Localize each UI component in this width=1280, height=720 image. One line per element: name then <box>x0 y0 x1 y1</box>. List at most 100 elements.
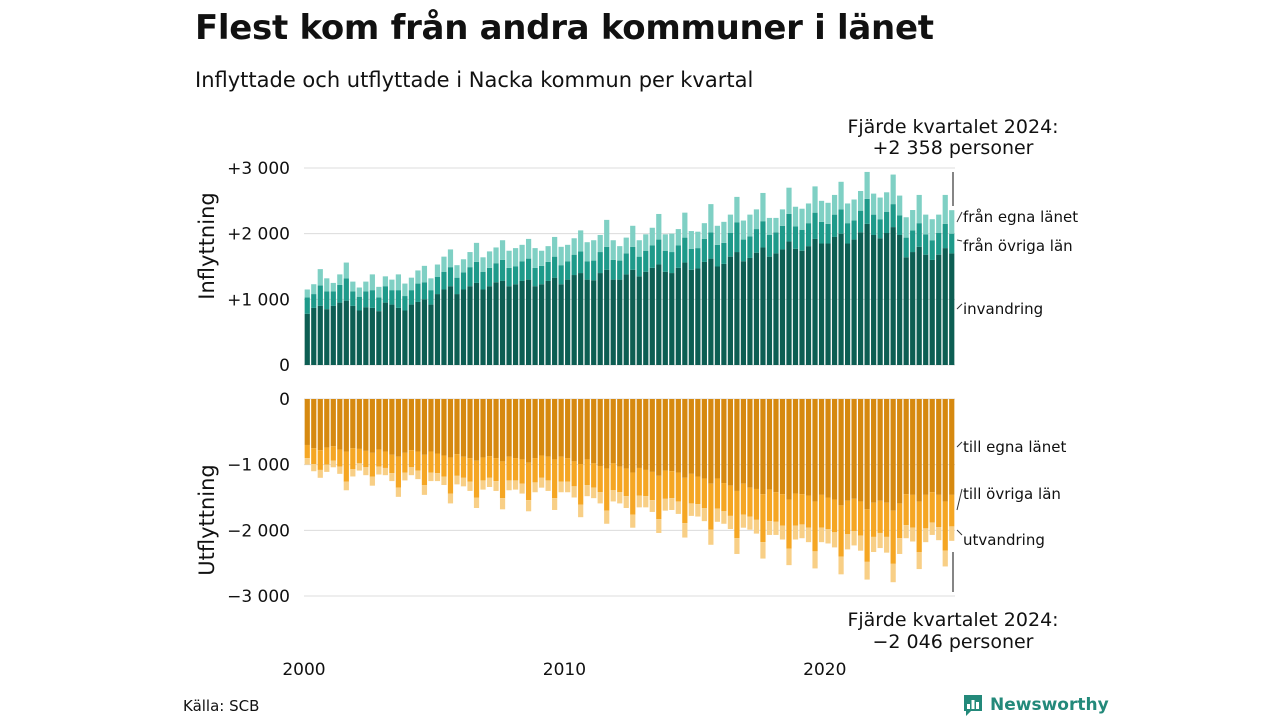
bar-in <box>792 248 799 365</box>
bar-in <box>376 297 382 312</box>
brand-logo[interactable]: Newsworthy <box>962 693 1109 717</box>
bar-out <box>467 481 473 491</box>
series-label: till egna länet <box>963 438 1066 456</box>
bar-out <box>851 498 857 531</box>
bar-in <box>545 261 551 281</box>
bar-in <box>584 261 590 280</box>
bar-out <box>421 454 428 486</box>
bar-in <box>949 253 955 365</box>
bar-out <box>304 444 310 459</box>
bar-in <box>734 252 740 365</box>
bar-out <box>389 399 395 455</box>
bar-out <box>525 500 532 512</box>
bar-in <box>473 282 480 365</box>
bar-out <box>330 399 336 447</box>
bar-out <box>773 399 779 493</box>
bar-in <box>363 281 369 292</box>
bar-out <box>552 399 558 460</box>
bar-out <box>656 519 662 533</box>
y-axis-title: Utflyttning <box>195 464 219 576</box>
bar-in <box>519 280 525 365</box>
bar-out <box>408 467 415 476</box>
bar-in <box>408 304 415 365</box>
bar-out <box>545 399 551 457</box>
bar-in <box>630 269 636 365</box>
bar-out <box>643 469 649 497</box>
bar-out <box>363 399 369 451</box>
bar-out <box>825 497 831 530</box>
bar-in <box>695 248 701 269</box>
bar-in <box>571 275 577 365</box>
bar-in <box>714 225 720 245</box>
bar-out <box>402 472 408 481</box>
bar-out <box>884 399 890 503</box>
bar-in <box>844 203 851 224</box>
bar-in <box>304 297 310 314</box>
bar-in <box>617 279 623 365</box>
bar-in <box>493 247 499 264</box>
bar-out <box>643 399 649 470</box>
bar-out <box>923 494 929 529</box>
bar-out <box>682 477 688 524</box>
bar-in <box>662 250 668 272</box>
bar-out <box>545 456 551 481</box>
bar-out <box>630 399 636 473</box>
bar-out <box>604 468 610 511</box>
bar-in <box>552 256 558 278</box>
bar-out <box>818 527 825 543</box>
bar-out <box>864 509 870 562</box>
bar-out <box>714 478 720 509</box>
bar-out <box>304 458 310 465</box>
bar-in <box>460 289 467 365</box>
bar-out <box>877 399 883 501</box>
bar-out <box>682 523 688 538</box>
y-tick-label: +1 000 <box>227 290 290 310</box>
bar-out <box>669 498 675 510</box>
bar-in <box>695 268 701 365</box>
bar-out <box>350 469 356 477</box>
bar-out <box>844 534 851 550</box>
bar-out <box>486 456 493 478</box>
bar-in <box>643 234 649 251</box>
bar-in <box>434 264 441 278</box>
bar-in <box>675 245 681 268</box>
bar-out <box>877 500 883 533</box>
bar-in <box>825 223 831 244</box>
bar-out <box>584 399 590 460</box>
bar-in <box>558 265 564 285</box>
label-connector <box>956 529 963 536</box>
bar-in <box>714 266 720 365</box>
y-tick-label: −1 000 <box>227 456 290 476</box>
bar-out <box>499 461 506 499</box>
bar-in <box>395 274 401 291</box>
bar-out <box>890 399 896 511</box>
bar-in <box>324 278 330 292</box>
bar-out <box>311 448 317 465</box>
bar-in <box>337 284 343 303</box>
bar-out <box>525 462 532 501</box>
bar-in <box>447 267 454 287</box>
bar-in <box>656 264 662 365</box>
bar-in <box>779 225 786 250</box>
bar-out <box>818 399 825 495</box>
bar-out <box>831 499 838 533</box>
bar-out <box>565 399 571 459</box>
bar-out <box>343 399 349 452</box>
bar-out <box>330 460 336 468</box>
bar-out <box>623 496 629 509</box>
bar-out <box>539 477 545 488</box>
bar-in <box>890 204 896 228</box>
bar-out <box>858 399 864 502</box>
bar-in <box>669 273 675 365</box>
bar-out <box>649 399 655 472</box>
bar-in <box>467 286 473 365</box>
bar-out <box>519 483 525 494</box>
bar-in <box>701 238 707 262</box>
bar-out <box>753 399 760 489</box>
bar-in <box>903 217 909 238</box>
bar-out <box>473 399 480 461</box>
bar-out <box>708 483 714 530</box>
bar-out <box>578 464 584 505</box>
bar-out <box>825 529 831 544</box>
bar-in <box>480 289 486 365</box>
